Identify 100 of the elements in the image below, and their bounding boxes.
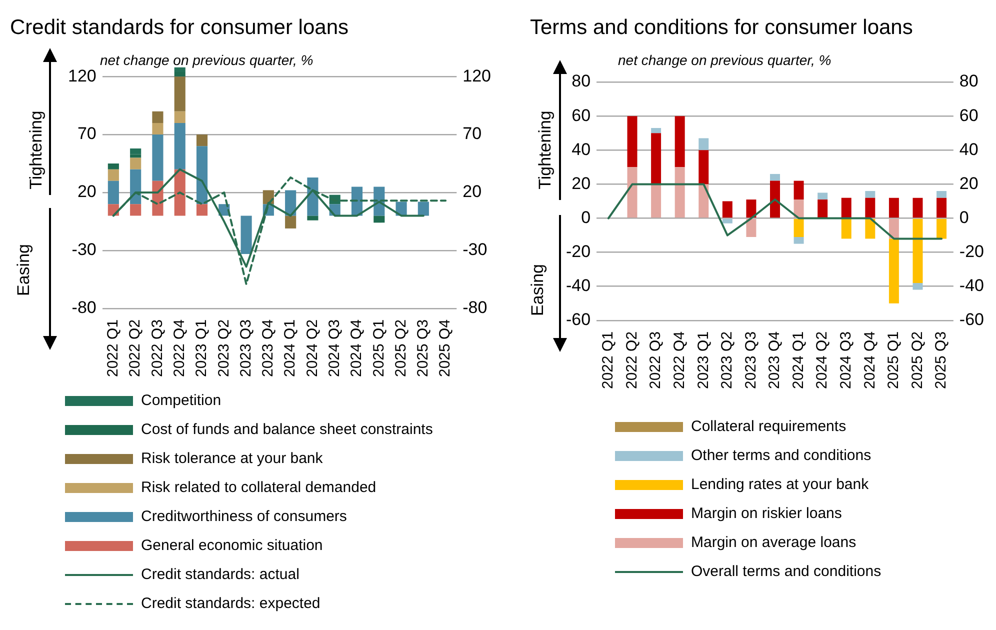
x-tick-label: 2025 Q4 <box>436 319 454 377</box>
bar <box>152 134 164 181</box>
x-tick-label: 2025 Q3 <box>414 319 432 377</box>
y2-tick-label: -30 <box>462 240 488 260</box>
bar <box>888 238 899 304</box>
y2-tick-label: 60 <box>959 106 978 125</box>
x-tick-label: 2022 Q4 <box>670 331 688 389</box>
bar <box>912 218 923 283</box>
x-tick-label: 2023 Q2 <box>718 331 736 389</box>
x-tick-label: 2024 Q1 <box>790 331 807 389</box>
bar <box>818 200 828 218</box>
y2-tick-label: 120 <box>462 66 492 86</box>
bar <box>698 184 709 218</box>
y2-tick-label: -60 <box>959 310 984 330</box>
y-tick-label: 60 <box>572 106 591 125</box>
bar <box>674 167 685 218</box>
x-tick-label: 2025 Q1 <box>885 331 902 389</box>
y2-tick-label: -40 <box>959 276 984 296</box>
legend-label: Competition <box>141 392 222 409</box>
bar <box>698 138 709 150</box>
bar <box>865 191 876 198</box>
bar <box>794 200 804 218</box>
x-tick-label: 2023 Q3 <box>742 331 760 389</box>
bar <box>174 76 186 112</box>
bar <box>152 122 164 135</box>
chart-title: Terms and conditions for consumer loans <box>530 16 913 40</box>
y2-tick-label: -80 <box>462 298 488 318</box>
legend-label: Overall terms and conditions <box>691 563 882 580</box>
bar <box>130 148 142 154</box>
legend-label: Credit standards: expected <box>141 595 320 612</box>
bar <box>936 218 947 239</box>
bar <box>240 216 252 254</box>
bar <box>651 128 662 134</box>
bar <box>674 116 685 168</box>
bar <box>841 198 852 218</box>
bar <box>130 169 142 204</box>
bar <box>174 122 186 170</box>
y-tick-label: -60 <box>566 310 591 330</box>
x-tick-label: 2024 Q3 <box>838 331 855 389</box>
legend-label: General economic situation <box>141 537 323 554</box>
y-tick-label: -40 <box>566 276 591 296</box>
y-tick-label: 80 <box>572 72 591 91</box>
bar <box>722 218 732 224</box>
bar <box>108 164 119 170</box>
bar <box>627 116 638 168</box>
bar <box>888 218 899 239</box>
bar <box>865 218 876 239</box>
bar <box>627 167 638 218</box>
chart-title: Credit standards for consumer loans <box>10 16 348 40</box>
legend-label: Other terms and conditions <box>691 447 872 464</box>
x-tick-label: 2024 Q2 <box>304 319 321 377</box>
bar <box>794 218 804 237</box>
y-tick-label: 120 <box>68 66 96 86</box>
y2-tick-label: 80 <box>959 72 978 91</box>
legend-label: Margin on riskier loans <box>691 505 842 522</box>
x-tick-label: 2025 Q2 <box>908 331 926 389</box>
x-tick-label: 2024 Q3 <box>326 319 343 377</box>
bar <box>936 198 947 218</box>
bar <box>841 218 852 239</box>
legend-label: Margin on average loans <box>691 534 856 551</box>
x-tick-label: 2022 Q3 <box>148 319 166 377</box>
chart-subtitle: net change on previous quarter, % <box>100 52 314 68</box>
bar <box>174 72 186 77</box>
y-tick-label: -80 <box>72 298 96 318</box>
x-tick-label: 2024 Q4 <box>861 331 878 389</box>
legend-label: Collateral requirements <box>691 418 846 435</box>
bar <box>307 216 318 220</box>
bar <box>196 134 208 146</box>
x-tick-label: 2023 Q3 <box>237 319 254 377</box>
bar <box>152 111 164 123</box>
bar <box>698 150 709 184</box>
legend-label: Cost of funds and balance sheet constraints <box>141 421 433 438</box>
x-tick-label: 2022 Q4 <box>171 319 188 377</box>
x-tick-label: 2022 Q1 <box>600 331 617 389</box>
y2-tick-label: 20 <box>959 174 978 193</box>
bar <box>174 111 186 123</box>
bar <box>418 202 429 216</box>
legend-label: Risk tolerance at your bank <box>141 450 323 467</box>
bar <box>794 236 804 244</box>
bar <box>196 146 208 204</box>
x-tick-label: 2022 Q3 <box>647 331 664 389</box>
y2-tick-label: 0 <box>959 208 969 227</box>
text: Easing <box>14 244 34 296</box>
x-tick-label: 2023 Q4 <box>766 331 784 389</box>
legend-label: Risk related to collateral demanded <box>141 479 376 496</box>
chart-subtitle: net change on previous quarter, % <box>618 52 832 68</box>
bar <box>722 201 732 218</box>
legend-label: Lending rates at your bank <box>691 476 869 493</box>
bar <box>130 204 142 216</box>
bar <box>130 158 142 170</box>
bar <box>651 184 662 218</box>
x-tick-label: 2022 Q1 <box>104 319 122 377</box>
bar <box>196 204 208 216</box>
bar <box>374 216 385 223</box>
x-tick-label: 2025 Q2 <box>392 319 410 377</box>
legend-label: Creditworthiness of consumers <box>141 508 347 525</box>
bar <box>936 191 947 198</box>
y-tick-label: 70 <box>77 124 96 144</box>
bar <box>794 180 804 200</box>
text: Tightening <box>534 110 555 190</box>
